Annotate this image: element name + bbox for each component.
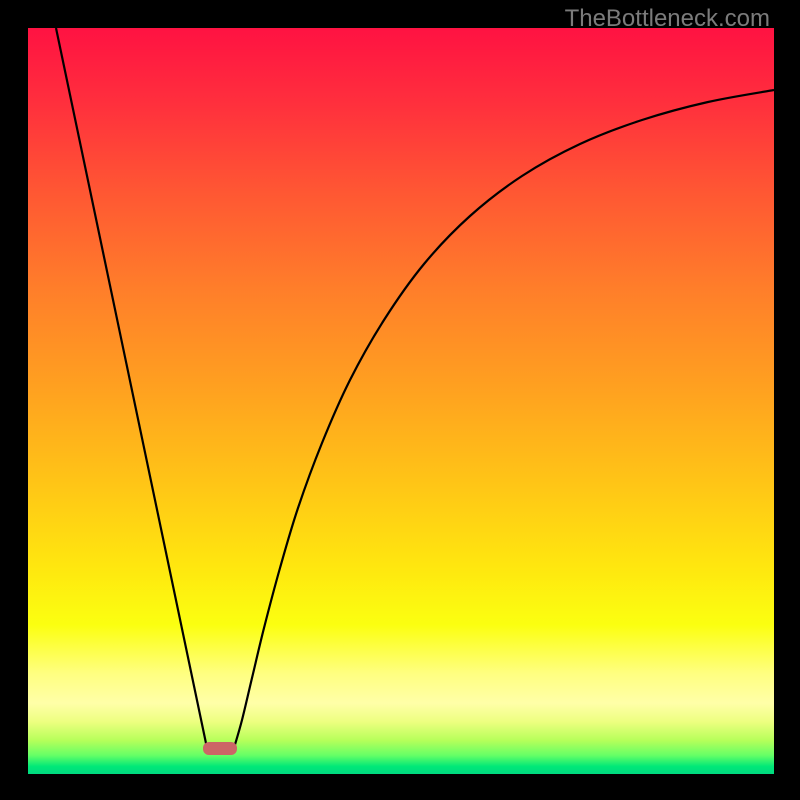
plot-area bbox=[28, 28, 774, 774]
curve-right-arc bbox=[234, 90, 774, 748]
curve-svg bbox=[28, 28, 774, 774]
chart-canvas: TheBottleneck.com bbox=[0, 0, 800, 800]
min-marker bbox=[203, 742, 237, 755]
watermark-text: TheBottleneck.com bbox=[565, 5, 770, 33]
curve-left-line bbox=[56, 28, 207, 748]
